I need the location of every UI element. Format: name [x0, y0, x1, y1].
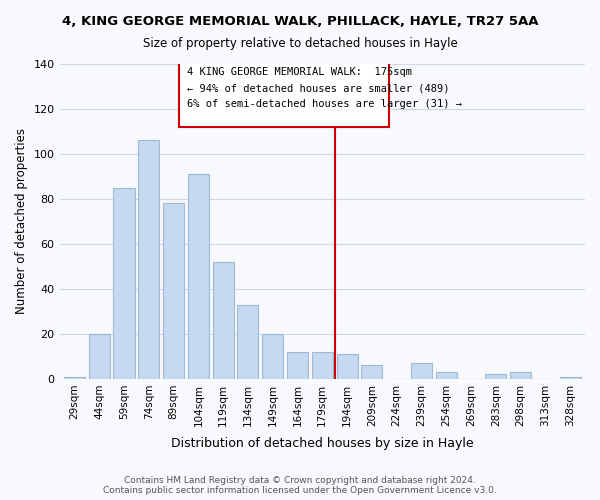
Bar: [510, 372, 531, 379]
Y-axis label: Number of detached properties: Number of detached properties: [15, 128, 28, 314]
Bar: [337, 354, 358, 379]
Bar: [361, 366, 382, 379]
Bar: [212, 262, 233, 379]
Bar: [411, 363, 432, 379]
Bar: [89, 334, 110, 379]
Bar: [113, 188, 134, 379]
Text: ← 94% of detached houses are smaller (489): ← 94% of detached houses are smaller (48…: [187, 83, 449, 93]
Text: 6% of semi-detached houses are larger (31) →: 6% of semi-detached houses are larger (3…: [187, 99, 462, 109]
Text: Contains HM Land Registry data © Crown copyright and database right 2024.
Contai: Contains HM Land Registry data © Crown c…: [103, 476, 497, 495]
Bar: [64, 376, 85, 379]
Text: 4 KING GEORGE MEMORIAL WALK:  175sqm: 4 KING GEORGE MEMORIAL WALK: 175sqm: [187, 68, 412, 78]
Bar: [287, 352, 308, 379]
Bar: [163, 204, 184, 379]
FancyBboxPatch shape: [179, 62, 389, 127]
Bar: [238, 304, 259, 379]
X-axis label: Distribution of detached houses by size in Hayle: Distribution of detached houses by size …: [171, 437, 473, 450]
Bar: [312, 352, 333, 379]
Bar: [262, 334, 283, 379]
Bar: [436, 372, 457, 379]
Bar: [188, 174, 209, 379]
Bar: [560, 376, 581, 379]
Text: Size of property relative to detached houses in Hayle: Size of property relative to detached ho…: [143, 38, 457, 51]
Bar: [485, 374, 506, 379]
Bar: [138, 140, 160, 379]
Text: 4, KING GEORGE MEMORIAL WALK, PHILLACK, HAYLE, TR27 5AA: 4, KING GEORGE MEMORIAL WALK, PHILLACK, …: [62, 15, 538, 28]
